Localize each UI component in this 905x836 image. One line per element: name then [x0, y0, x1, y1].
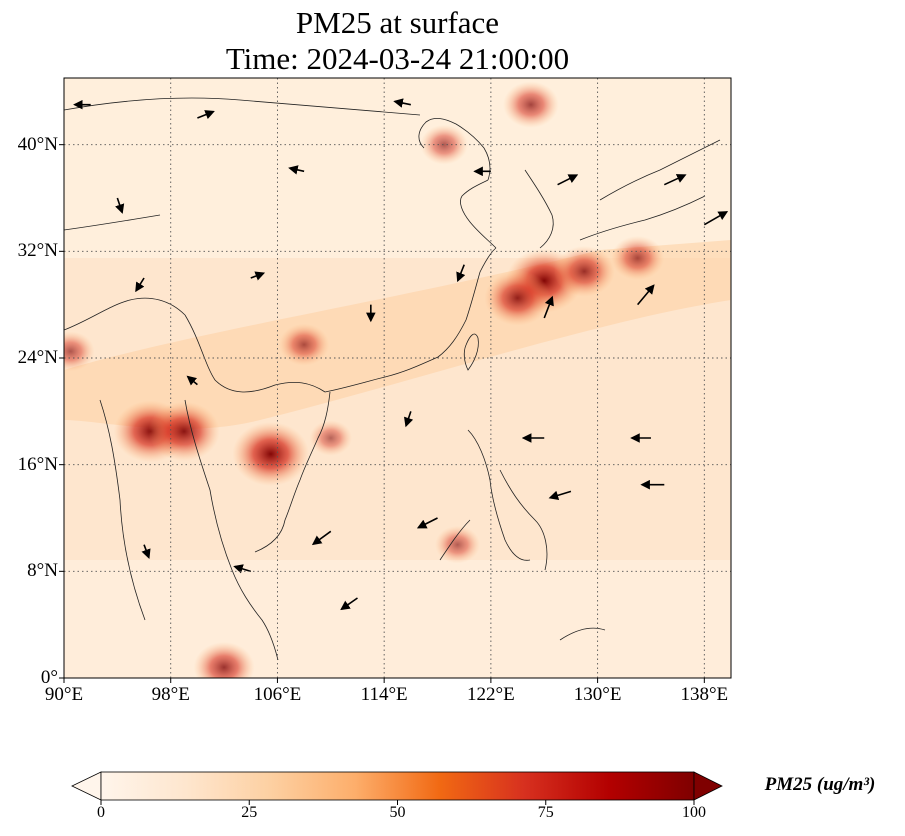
wind-arrow-5: [663, 174, 687, 186]
wind-arrow-13: [404, 411, 414, 428]
colorbar-tick-label: 50: [389, 804, 406, 821]
lat-tick-label: 16°N: [17, 453, 58, 475]
colorbar-tick-label: 0: [97, 804, 105, 821]
lon-tick-label: 106°E: [253, 684, 302, 705]
colorbar-tick-label: 75: [537, 804, 554, 821]
gridlines: [64, 78, 731, 678]
lon-tick-label: 122°E: [467, 684, 515, 705]
pm25-hotspot-9: [420, 124, 469, 165]
wind-arrow-18: [416, 517, 438, 529]
wind-arrow-6: [703, 211, 729, 226]
north-light-band: [64, 78, 731, 258]
lat-tick-label: 0°: [40, 667, 58, 688]
wind-arrow-21: [340, 597, 358, 611]
colorbar-tick-label: 25: [241, 804, 258, 821]
map-title-line-2: Time: 2024-03-24 21:00:00: [225, 41, 570, 76]
colorbar-gradient: [100, 771, 695, 801]
wind-arrow-23: [115, 197, 125, 214]
pm25-hotspot-4: [484, 270, 551, 326]
wind-arrow-20: [233, 564, 251, 574]
wind-arrow-2: [393, 98, 411, 108]
pm25-hotspot-5: [553, 245, 615, 297]
coastlines: [64, 97, 721, 661]
pm25-hotspot-7: [193, 641, 255, 678]
pm25-hotspot-2: [148, 401, 220, 462]
colorbar-tick-label: 100: [682, 804, 706, 821]
wind-arrow-11: [135, 277, 145, 293]
map-frame: [63, 77, 732, 679]
wind-arrow-12: [186, 375, 198, 386]
pm25-hotspot-8: [503, 81, 559, 128]
wind-arrow-19: [311, 530, 332, 546]
lon-tick-label: 114°E: [360, 684, 408, 705]
pm25-hotspot-6: [611, 235, 665, 281]
pm25-hotspot-13: [309, 420, 353, 456]
wind-arrow-10: [250, 271, 266, 281]
lat-tick-label: 40°N: [17, 133, 58, 155]
pm25-hotspot-0: [232, 422, 310, 486]
lat-tick-label: 24°N: [17, 347, 58, 368]
wind-arrow-1: [197, 110, 215, 120]
lon-tick-label: 98°E: [151, 684, 190, 705]
wind-arrow-24: [288, 165, 305, 175]
south-light-band: [64, 560, 731, 678]
colorbar-low-extend: [71, 771, 102, 801]
pm25-hotspot-12: [434, 525, 481, 564]
lon-tick-label: 130°E: [573, 684, 622, 705]
wind-arrow-16: [548, 490, 572, 500]
wind-arrow-8: [543, 295, 554, 319]
pm25-hotspot-10: [278, 323, 330, 366]
lon-tick-label: 138°E: [680, 684, 729, 705]
colorbar-high-extend: [693, 771, 723, 801]
pm25-hotspot-11: [64, 331, 95, 372]
map-title-line-1: PM25 at surface: [295, 5, 500, 40]
lat-tick-label: 8°N: [27, 560, 58, 582]
lat-tick-label: 32°N: [17, 240, 58, 262]
wind-arrow-4: [557, 174, 579, 186]
wind-arrow-7: [637, 284, 655, 306]
colorbar-label: PM25 (ug/m³): [764, 774, 876, 795]
wind-arrow-25: [456, 264, 466, 283]
wind-arrow-22: [141, 544, 151, 559]
lon-tick-label: 90°E: [44, 684, 84, 705]
